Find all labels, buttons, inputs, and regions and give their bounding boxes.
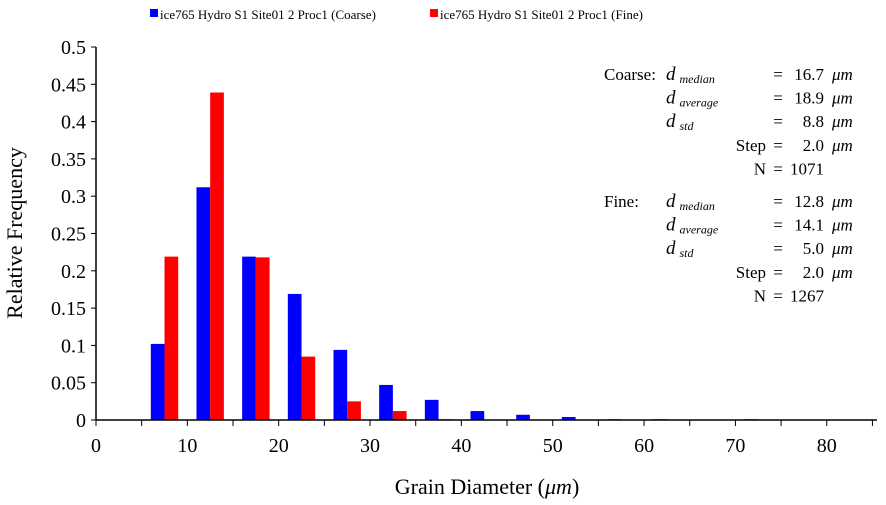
stat-equals: =: [773, 136, 783, 155]
stat-label: d median: [666, 64, 715, 86]
stat-label: Step: [736, 136, 766, 155]
x-tick-label: 50: [543, 435, 563, 457]
x-tick-label: 60: [634, 435, 654, 457]
y-tick-label: 0.4: [61, 112, 86, 134]
y-tick-label: 0.15: [51, 298, 86, 320]
bar-coarse: [470, 411, 485, 420]
stat-subscript: average: [680, 96, 719, 110]
stat-value: 1267: [790, 286, 825, 305]
stat-equals: =: [773, 65, 783, 84]
bar-fine: [392, 411, 407, 420]
stat-value: 5.0: [803, 239, 824, 258]
bar-coarse: [287, 293, 302, 420]
x-tick-label: 10: [177, 435, 197, 457]
bar-coarse: [196, 187, 211, 420]
y-tick-label: 0.3: [61, 186, 86, 208]
stat-equals: =: [773, 192, 783, 211]
bar-fine: [347, 401, 361, 420]
stat-symbol: d: [666, 215, 676, 236]
bar-coarse: [516, 414, 530, 420]
y-tick-label: 0.35: [51, 149, 86, 171]
bar-fine: [255, 257, 270, 420]
stat-value: 14.1: [794, 216, 824, 235]
bar-coarse: [561, 417, 576, 420]
stat-subscript: average: [680, 223, 719, 237]
stat-equals: =: [773, 89, 783, 108]
x-axis-label-text: Grain Diameter (: [395, 474, 545, 499]
y-tick-label: 0.1: [61, 335, 86, 357]
x-tick-label: 80: [817, 435, 837, 457]
stat-equals: =: [773, 286, 783, 305]
stat-value: 2.0: [803, 136, 824, 155]
bar-fine: [301, 356, 316, 420]
bar-fine: [164, 256, 179, 420]
stat-subscript: median: [680, 72, 715, 86]
stat-value: 18.9: [794, 89, 824, 108]
y-tick-label: 0.2: [61, 261, 86, 283]
stats-group-label: Coarse:: [604, 65, 656, 84]
stat-value: 16.7: [794, 65, 824, 84]
stat-label: Step: [736, 263, 766, 282]
bar-coarse: [424, 399, 439, 420]
stat-label: N: [754, 159, 766, 178]
stats-group-label: Fine:: [604, 192, 639, 211]
x-tick-label: 40: [451, 435, 471, 457]
x-axis-label-unit: μm: [544, 474, 572, 499]
legend-label: ice765 Hydro S1 Site01 2 Proc1 (Fine): [440, 7, 643, 22]
x-axis-label-close: ): [572, 474, 579, 499]
stat-unit: μm: [831, 112, 853, 131]
stat-label: d std: [666, 111, 695, 133]
stat-label: d average: [666, 88, 719, 110]
y-axis-label: Relative Frequency: [2, 147, 27, 319]
x-tick-label: 30: [360, 435, 380, 457]
stat-unit: μm: [831, 136, 853, 155]
stat-value: 12.8: [794, 192, 824, 211]
x-tick-label: 0: [91, 435, 101, 457]
bar-coarse: [333, 349, 348, 420]
stat-value: 8.8: [803, 112, 824, 131]
legend-swatch: [430, 9, 438, 17]
stat-value: 2.0: [803, 263, 824, 282]
stat-symbol: d: [666, 111, 676, 132]
x-axis-label: Grain Diameter (μm): [395, 474, 580, 499]
y-tick-label: 0.5: [61, 37, 86, 59]
stat-label: d std: [666, 238, 695, 260]
stat-label: d average: [666, 215, 719, 237]
stat-unit: μm: [831, 192, 853, 211]
stat-unit: μm: [831, 216, 853, 235]
stat-equals: =: [773, 159, 783, 178]
bar-coarse: [242, 256, 256, 420]
bar-coarse: [150, 343, 165, 420]
y-tick-label: 0.25: [51, 224, 86, 246]
stat-unit: μm: [831, 239, 853, 258]
stat-equals: =: [773, 239, 783, 258]
stat-label: d median: [666, 191, 715, 213]
stat-symbol: d: [666, 238, 676, 259]
bar-coarse: [379, 384, 393, 420]
legend-swatch: [150, 9, 158, 17]
stat-symbol: d: [666, 64, 676, 85]
stat-equals: =: [773, 216, 783, 235]
stat-equals: =: [773, 112, 783, 131]
legend-label: ice765 Hydro S1 Site01 2 Proc1 (Coarse): [160, 7, 376, 22]
stat-unit: μm: [831, 263, 853, 282]
stat-symbol: d: [666, 191, 676, 212]
y-tick-label: 0.45: [51, 74, 86, 96]
stat-unit: μm: [831, 89, 853, 108]
stat-unit: μm: [831, 65, 853, 84]
x-tick-label: 20: [269, 435, 289, 457]
y-tick-label: 0.05: [51, 373, 86, 395]
stat-symbol: d: [666, 88, 676, 109]
bar-fine: [210, 92, 224, 421]
x-tick-label: 70: [725, 435, 745, 457]
stat-subscript: median: [680, 199, 715, 213]
stat-label: N: [754, 286, 766, 305]
stat-equals: =: [773, 263, 783, 282]
y-tick-label: 0: [76, 410, 86, 432]
stat-value: 1071: [790, 159, 824, 178]
stat-subscript: std: [680, 246, 695, 260]
stat-subscript: std: [680, 119, 695, 133]
